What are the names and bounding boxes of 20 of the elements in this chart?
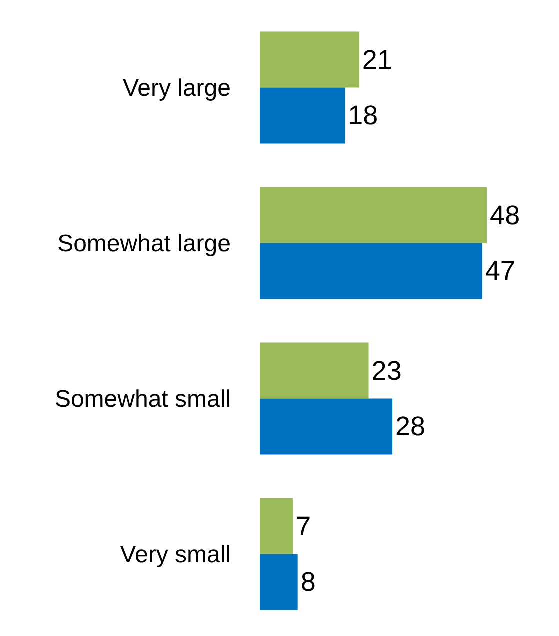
y-tick-label: Somewhat large xyxy=(58,230,231,258)
data-label: 28 xyxy=(395,412,426,442)
data-label: 47 xyxy=(485,256,516,286)
data-label: 18 xyxy=(348,100,378,131)
bar xyxy=(260,554,298,610)
data-label: 7 xyxy=(296,511,312,542)
bar xyxy=(260,32,360,88)
y-tick-label: Very small xyxy=(120,542,231,569)
y-tick-label: Very large xyxy=(122,75,231,102)
bar xyxy=(260,243,482,300)
data-label: 48 xyxy=(490,200,520,230)
y-tick-label: Somewhat small xyxy=(54,386,231,414)
data-label: 21 xyxy=(362,44,392,75)
data-label: 23 xyxy=(372,356,402,386)
bar xyxy=(260,342,369,399)
bar xyxy=(260,187,488,244)
data-label: 8 xyxy=(300,567,316,598)
bar xyxy=(260,398,392,455)
bar xyxy=(260,88,346,144)
bar xyxy=(260,498,294,554)
